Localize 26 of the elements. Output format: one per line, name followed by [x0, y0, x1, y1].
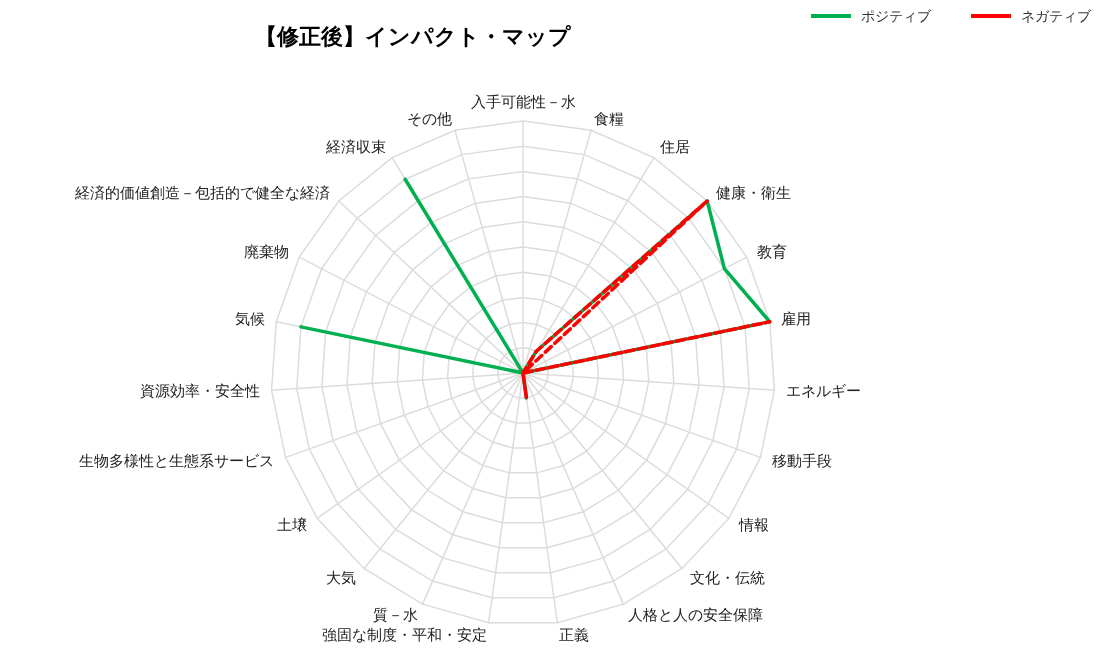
- spoke-label: 廃棄物: [243, 242, 289, 261]
- spoke-label: 経済的価値創造－包括的で健全な経済: [74, 183, 331, 202]
- spoke-label: 食糧: [594, 109, 625, 128]
- spoke-label: 大気: [326, 568, 357, 587]
- spoke-label: 気候: [234, 310, 265, 329]
- legend-label: ポジティブ: [861, 8, 932, 24]
- spoke-label: 質－水: [372, 606, 418, 625]
- spoke-label: 健康・衛生: [715, 183, 791, 202]
- spoke-label: エネルギー: [786, 382, 862, 401]
- spoke-label: その他: [406, 109, 452, 128]
- spoke-label: 雇用: [781, 310, 812, 329]
- spoke-label: 資源効率・安全性: [139, 382, 260, 401]
- spoke-label: 正義: [558, 625, 589, 644]
- text: 【修正後】インパクト・マップ: [255, 23, 571, 49]
- spoke-label: 入手可能性－水: [470, 92, 576, 111]
- spoke-label: 生物多様性と生態系サービス: [79, 452, 275, 471]
- spoke-label: 移動手段: [771, 452, 832, 471]
- legend-label: ネガティブ: [1021, 8, 1092, 24]
- spoke-label: 住居: [659, 138, 691, 157]
- spoke-label: 教育: [757, 242, 788, 261]
- spoke-label: 土壌: [277, 516, 308, 535]
- spoke-label: 情報: [737, 516, 769, 535]
- spoke-label: 強固な制度・平和・安定: [322, 625, 488, 644]
- spoke-label: 経済収束: [324, 138, 386, 157]
- spoke-label: 文化・伝統: [689, 568, 765, 587]
- spoke-label: 人格と人の安全保障: [628, 606, 764, 625]
